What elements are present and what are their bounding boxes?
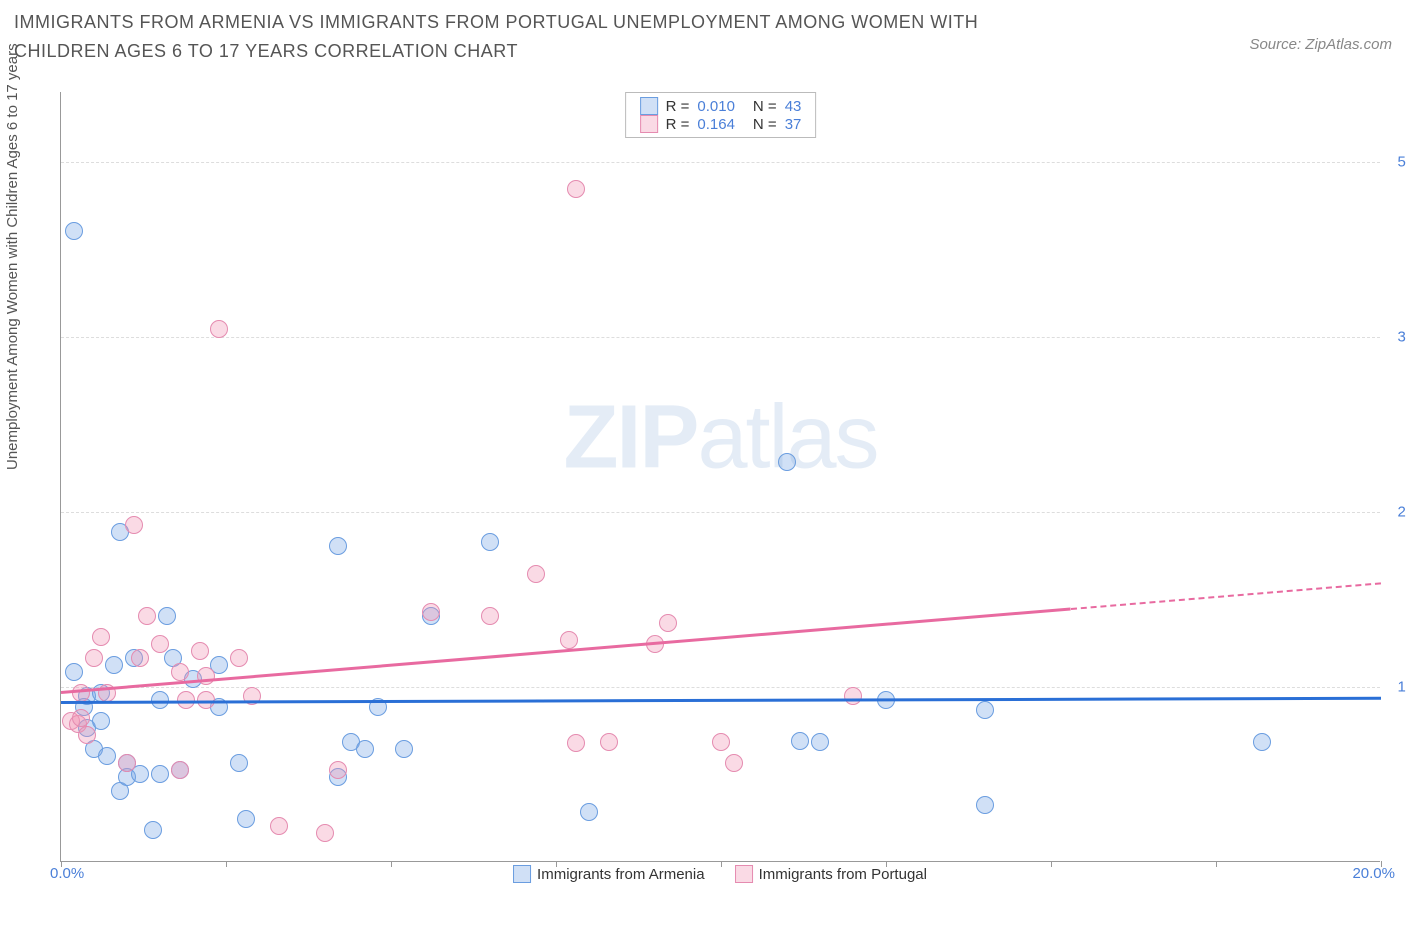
scatter-point-armenia [976,701,994,719]
scatter-point-portugal [527,565,545,583]
scatter-point-armenia [1253,733,1271,751]
legend-item-portugal: Immigrants from Portugal [735,865,927,883]
legend-label: Immigrants from Armenia [537,866,705,883]
scatter-point-portugal [72,684,90,702]
gridline [61,337,1380,338]
scatter-point-portugal [659,614,677,632]
scatter-point-portugal [171,663,189,681]
scatter-point-armenia [158,607,176,625]
scatter-point-portugal [210,320,228,338]
source-label: Source: ZipAtlas.com [1249,36,1392,53]
legend-swatch-icon [640,115,658,133]
watermark: ZIPatlas [563,387,877,490]
legend-swatch-icon [640,97,658,115]
scatter-point-armenia [976,796,994,814]
scatter-point-portugal [600,733,618,751]
legend-item-armenia: Immigrants from Armenia [513,865,705,883]
x-tick [226,861,227,867]
scatter-point-armenia [151,765,169,783]
scatter-point-armenia [356,740,374,758]
x-axis-min: 0.0% [50,865,84,882]
series-legend: Immigrants from Armenia Immigrants from … [513,865,927,883]
chart-title: IMMIGRANTS FROM ARMENIA VS IMMIGRANTS FR… [14,8,1034,66]
scatter-point-armenia [481,533,499,551]
scatter-point-portugal [567,180,585,198]
n-label: N = [753,116,777,133]
watermark-light: atlas [697,388,877,488]
trend-line-portugal [61,608,1071,695]
correlation-row-0: R = 0.010 N = 43 [640,97,802,115]
watermark-bold: ZIP [563,388,697,488]
scatter-point-portugal [560,631,578,649]
plot-area: ZIPatlas R = 0.010 N = 43 R = 0.164 N = … [60,92,1380,862]
scatter-point-armenia [811,733,829,751]
scatter-point-portugal [78,726,96,744]
scatter-point-portugal [72,709,90,727]
scatter-point-armenia [329,537,347,555]
scatter-point-armenia [580,803,598,821]
scatter-point-armenia [65,663,83,681]
scatter-point-portugal [329,761,347,779]
scatter-point-portugal [316,824,334,842]
x-axis-max: 20.0% [1352,865,1395,882]
n-value: 37 [785,116,802,133]
scatter-point-armenia [395,740,413,758]
scatter-point-portugal [138,607,156,625]
scatter-point-armenia [237,810,255,828]
n-value: 43 [785,98,802,115]
scatter-point-portugal [712,733,730,751]
scatter-point-armenia [98,747,116,765]
scatter-point-portugal [85,649,103,667]
scatter-point-armenia [92,712,110,730]
r-value: 0.010 [697,98,735,115]
scatter-point-portugal [125,516,143,534]
legend-swatch-icon [513,865,531,883]
scatter-point-portugal [131,649,149,667]
y-tick-label: 50.0% [1385,154,1406,171]
gridline [61,687,1380,688]
r-label: R = [666,116,690,133]
y-tick-label: 25.0% [1385,504,1406,521]
scatter-point-portugal [567,734,585,752]
x-tick [1051,861,1052,867]
n-label: N = [753,98,777,115]
scatter-point-armenia [105,656,123,674]
gridline [61,162,1380,163]
scatter-point-portugal [230,649,248,667]
correlation-row-1: R = 0.164 N = 37 [640,115,802,133]
y-axis-label: Unemployment Among Women with Children A… [4,43,21,470]
scatter-point-armenia [230,754,248,772]
scatter-point-portugal [422,603,440,621]
legend-label: Immigrants from Portugal [759,866,927,883]
x-tick [391,861,392,867]
x-tick [1216,861,1217,867]
scatter-point-portugal [844,687,862,705]
y-tick-label: 37.5% [1385,329,1406,346]
scatter-point-portugal [725,754,743,772]
scatter-point-armenia [144,821,162,839]
scatter-point-portugal [481,607,499,625]
scatter-point-portugal [191,642,209,660]
scatter-point-portugal [151,635,169,653]
scatter-point-portugal [92,628,110,646]
r-value: 0.164 [697,116,735,133]
legend-swatch-icon [735,865,753,883]
y-tick-label: 12.5% [1385,679,1406,696]
scatter-point-portugal [270,817,288,835]
correlation-legend: R = 0.010 N = 43 R = 0.164 N = 37 [625,92,817,138]
scatter-point-armenia [791,732,809,750]
trend-line-portugal [1071,582,1381,610]
r-label: R = [666,98,690,115]
scatter-point-portugal [118,754,136,772]
gridline [61,512,1380,513]
scatter-point-armenia [778,453,796,471]
scatter-point-armenia [65,222,83,240]
scatter-point-portugal [171,761,189,779]
